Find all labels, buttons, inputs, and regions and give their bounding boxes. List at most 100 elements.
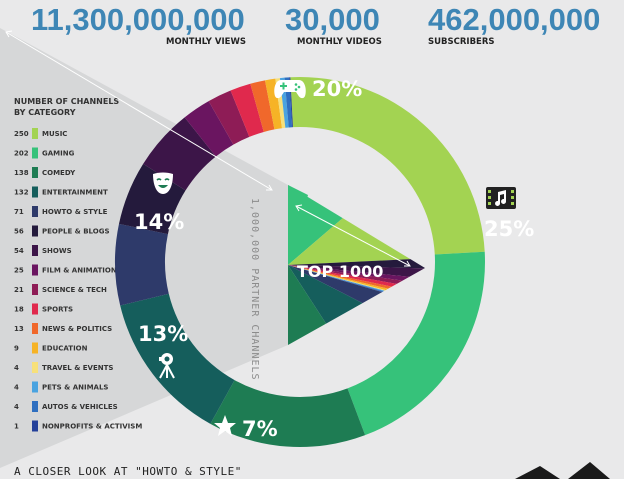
donut-slice: [347, 251, 486, 436]
legend-swatch: [32, 167, 38, 178]
legend-item: 18 SPORTS: [14, 303, 73, 315]
play-slice: [288, 265, 383, 293]
legend-item: 13 NEWS & POLITICS: [14, 323, 112, 334]
partner-channels-label: 1,000,000 PARTNER CHANNELS: [249, 198, 260, 381]
legend-swatch: [32, 186, 38, 198]
legend-swatch: [32, 264, 38, 276]
stat-label: MONTHLY VIEWS: [166, 37, 246, 47]
legend-swatch: [32, 303, 38, 315]
legend-item: 138 COMEDY: [14, 167, 76, 178]
legend-label: NEWS & POLITICS: [42, 325, 112, 333]
legend-swatch: [32, 323, 38, 334]
donut-slice: [184, 101, 234, 157]
legend-item: 56 PEOPLE & BLOGS: [14, 225, 110, 237]
stat-value: 11,300,000,000: [31, 2, 245, 37]
music-percent: 25%: [484, 217, 534, 241]
game-controller-icon: [274, 80, 306, 99]
stat-value: 30,000: [285, 2, 380, 37]
legend-swatch: [32, 245, 38, 256]
music-film-icon: [486, 187, 516, 209]
legend-label: AUTOS & VEHICLES: [42, 403, 118, 411]
legend-label: HOWTO & STYLE: [42, 208, 108, 216]
legend-swatch: [32, 420, 38, 432]
camera-tripod-icon: [159, 353, 175, 379]
legend-count: 71: [14, 208, 24, 216]
donut-slice: [250, 80, 275, 132]
stat-label: SUBSCRIBERS: [428, 37, 495, 47]
legend-count: 56: [14, 228, 24, 236]
stat-subscribers: 462,000,000 SUBSCRIBERS: [428, 2, 600, 47]
play-slice: [288, 265, 327, 345]
legend-heading: NUMBER OF CHANNELS: [14, 97, 119, 106]
play-slice: [288, 265, 403, 284]
play-slice: [288, 265, 397, 287]
play-slice: [288, 265, 363, 324]
play-slice: [288, 185, 308, 265]
legend-label: SHOWS: [42, 247, 72, 255]
legend-item: 54 SHOWS: [14, 245, 72, 256]
legend-label: COMEDY: [42, 169, 76, 177]
donut-slice: [208, 90, 250, 145]
play-slice: [288, 265, 386, 291]
top1000-arrow: [295, 204, 411, 267]
theater-mask-icon: [153, 172, 173, 194]
play-slice: [288, 218, 411, 265]
legend-label: MUSIC: [42, 130, 67, 138]
legend-count: 25: [14, 267, 24, 275]
top1000-label: TOP 1000: [297, 262, 383, 281]
howto-percent: 7%: [242, 417, 278, 441]
legend-count: 9: [14, 345, 19, 353]
play-slice: [288, 265, 383, 304]
legend-label: FILM & ANIMATION: [42, 267, 117, 275]
legend-swatch: [32, 206, 38, 217]
legend-item: 4 AUTOS & VEHICLES: [14, 401, 118, 412]
legend-label: NONPROFITS & ACTIVISM: [42, 423, 142, 431]
star-icon: [214, 415, 236, 436]
legend-count: 21: [14, 286, 24, 294]
donut-slice: [290, 76, 485, 255]
donut-slice: [115, 223, 169, 306]
legend-count: 18: [14, 306, 24, 314]
play-slice: [288, 265, 392, 289]
play-slice: [288, 265, 385, 292]
legend-item: 202 GAMING: [14, 147, 75, 159]
stat-value: 462,000,000: [428, 2, 600, 37]
legend-count: 13: [14, 325, 24, 333]
legend-count: 4: [14, 403, 19, 411]
legend-swatch: [32, 342, 38, 354]
legend-swatch: [32, 128, 38, 139]
legend-label: PETS & ANIMALS: [42, 384, 108, 392]
donut-slice: [120, 293, 235, 424]
legend-label: SPORTS: [42, 306, 73, 314]
corner-shape: [568, 462, 610, 479]
stat-monthly-videos: 30,000 MONTHLY VIDEOS: [285, 2, 382, 47]
legend-label: PEOPLE & BLOGS: [42, 228, 110, 236]
legend-swatch: [32, 381, 38, 393]
stat-label: MONTHLY VIDEOS: [297, 37, 382, 47]
legend-item: 4 TRAVEL & EVENTS: [14, 362, 113, 373]
legend-item: 250 MUSIC: [14, 128, 67, 139]
legend-label: EDUCATION: [42, 345, 88, 353]
stat-monthly-views: 11,300,000,000 MONTHLY VIEWS: [31, 2, 246, 47]
play-triangle: [288, 185, 425, 345]
legend-item: 4 PETS & ANIMALS: [14, 381, 108, 393]
play-slice: [288, 265, 389, 291]
corner-shape: [515, 466, 560, 479]
legend-label: SCIENCE & TECH: [42, 286, 107, 294]
legend-count: 4: [14, 384, 19, 392]
legend-swatch: [32, 147, 38, 159]
gaming-percent: 20%: [312, 77, 362, 101]
donut-slice: [265, 78, 282, 130]
entertainment-percent: 13%: [138, 322, 188, 346]
legend-count: 132: [14, 189, 29, 197]
category-legend: NUMBER OF CHANNELS BY CATEGORY 250 MUSIC2…: [14, 97, 142, 432]
legend-item: 132 ENTERTAINMENT: [14, 186, 108, 198]
donut-chart: [115, 76, 486, 447]
play-slice: [288, 265, 410, 281]
legend-count: 138: [14, 169, 29, 177]
donut-slice: [143, 117, 216, 191]
partner-arrow: [5, 30, 273, 191]
donut-slice: [230, 83, 264, 137]
legend-swatch: [32, 362, 38, 373]
